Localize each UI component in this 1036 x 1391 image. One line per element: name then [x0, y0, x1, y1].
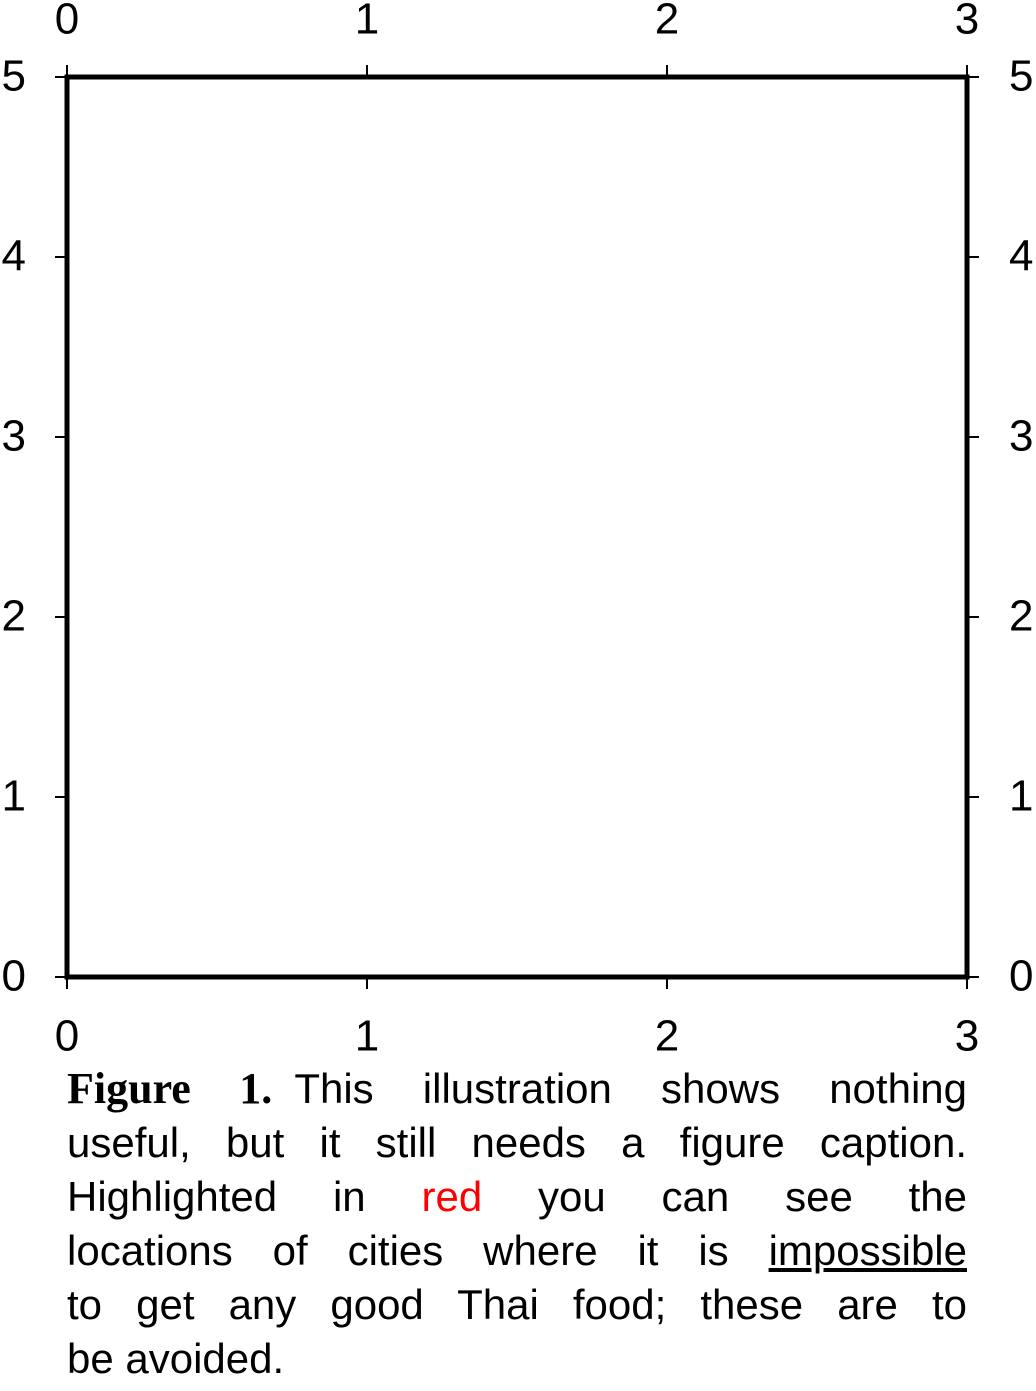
caption-line: locations of cities where it is impossib…	[67, 1224, 967, 1278]
caption-text: locations of cities where it is	[67, 1227, 769, 1274]
x-tick-label: 1	[355, 0, 379, 44]
caption-text: to get any good Thai food; these are to	[67, 1281, 967, 1328]
y-tick-label: 0	[2, 952, 26, 1001]
y-tick-label: 5	[2, 52, 26, 101]
caption-text: Highlighted in	[67, 1173, 422, 1220]
x-tick-label: 0	[55, 0, 79, 44]
caption-text: impossible	[768, 1227, 967, 1274]
y-tick-label: 5	[1009, 52, 1033, 101]
x-tick-label: 2	[655, 1012, 679, 1061]
y-tick-label: 2	[2, 592, 26, 641]
caption-line: useful, but it still needs a figure capt…	[67, 1116, 967, 1170]
y-tick-label: 1	[1009, 772, 1033, 821]
x-tick-label: 1	[355, 1012, 379, 1061]
y-tick-label: 1	[2, 772, 26, 821]
caption-line: Highlighted in red you can see the	[67, 1170, 967, 1224]
x-tick-label: 2	[655, 0, 679, 44]
caption-line: to get any good Thai food; these are to	[67, 1278, 967, 1332]
caption-text: This illustration shows nothing	[294, 1065, 967, 1112]
caption-text: useful, but it still needs a figure capt…	[67, 1119, 967, 1166]
y-tick-label: 4	[1009, 232, 1033, 281]
x-tick-label: 0	[55, 1012, 79, 1061]
y-tick-label: 3	[2, 412, 26, 461]
caption-text: be avoided.	[67, 1335, 285, 1382]
caption-text: red	[421, 1173, 483, 1220]
plot-frame	[64, 74, 970, 980]
x-tick-label: 3	[955, 1012, 979, 1061]
caption-text: you can see the	[482, 1173, 968, 1220]
y-tick-label: 3	[1009, 412, 1033, 461]
figure-label: Figure 1.	[67, 1064, 273, 1113]
caption-line: Figure 1. This illustration shows nothing	[67, 1062, 967, 1116]
y-tick-label: 2	[1009, 592, 1033, 641]
x-tick-label: 3	[955, 0, 979, 44]
y-tick-label: 0	[1009, 952, 1033, 1001]
y-tick-label: 4	[2, 232, 26, 281]
caption-line: be avoided.	[67, 1332, 967, 1386]
